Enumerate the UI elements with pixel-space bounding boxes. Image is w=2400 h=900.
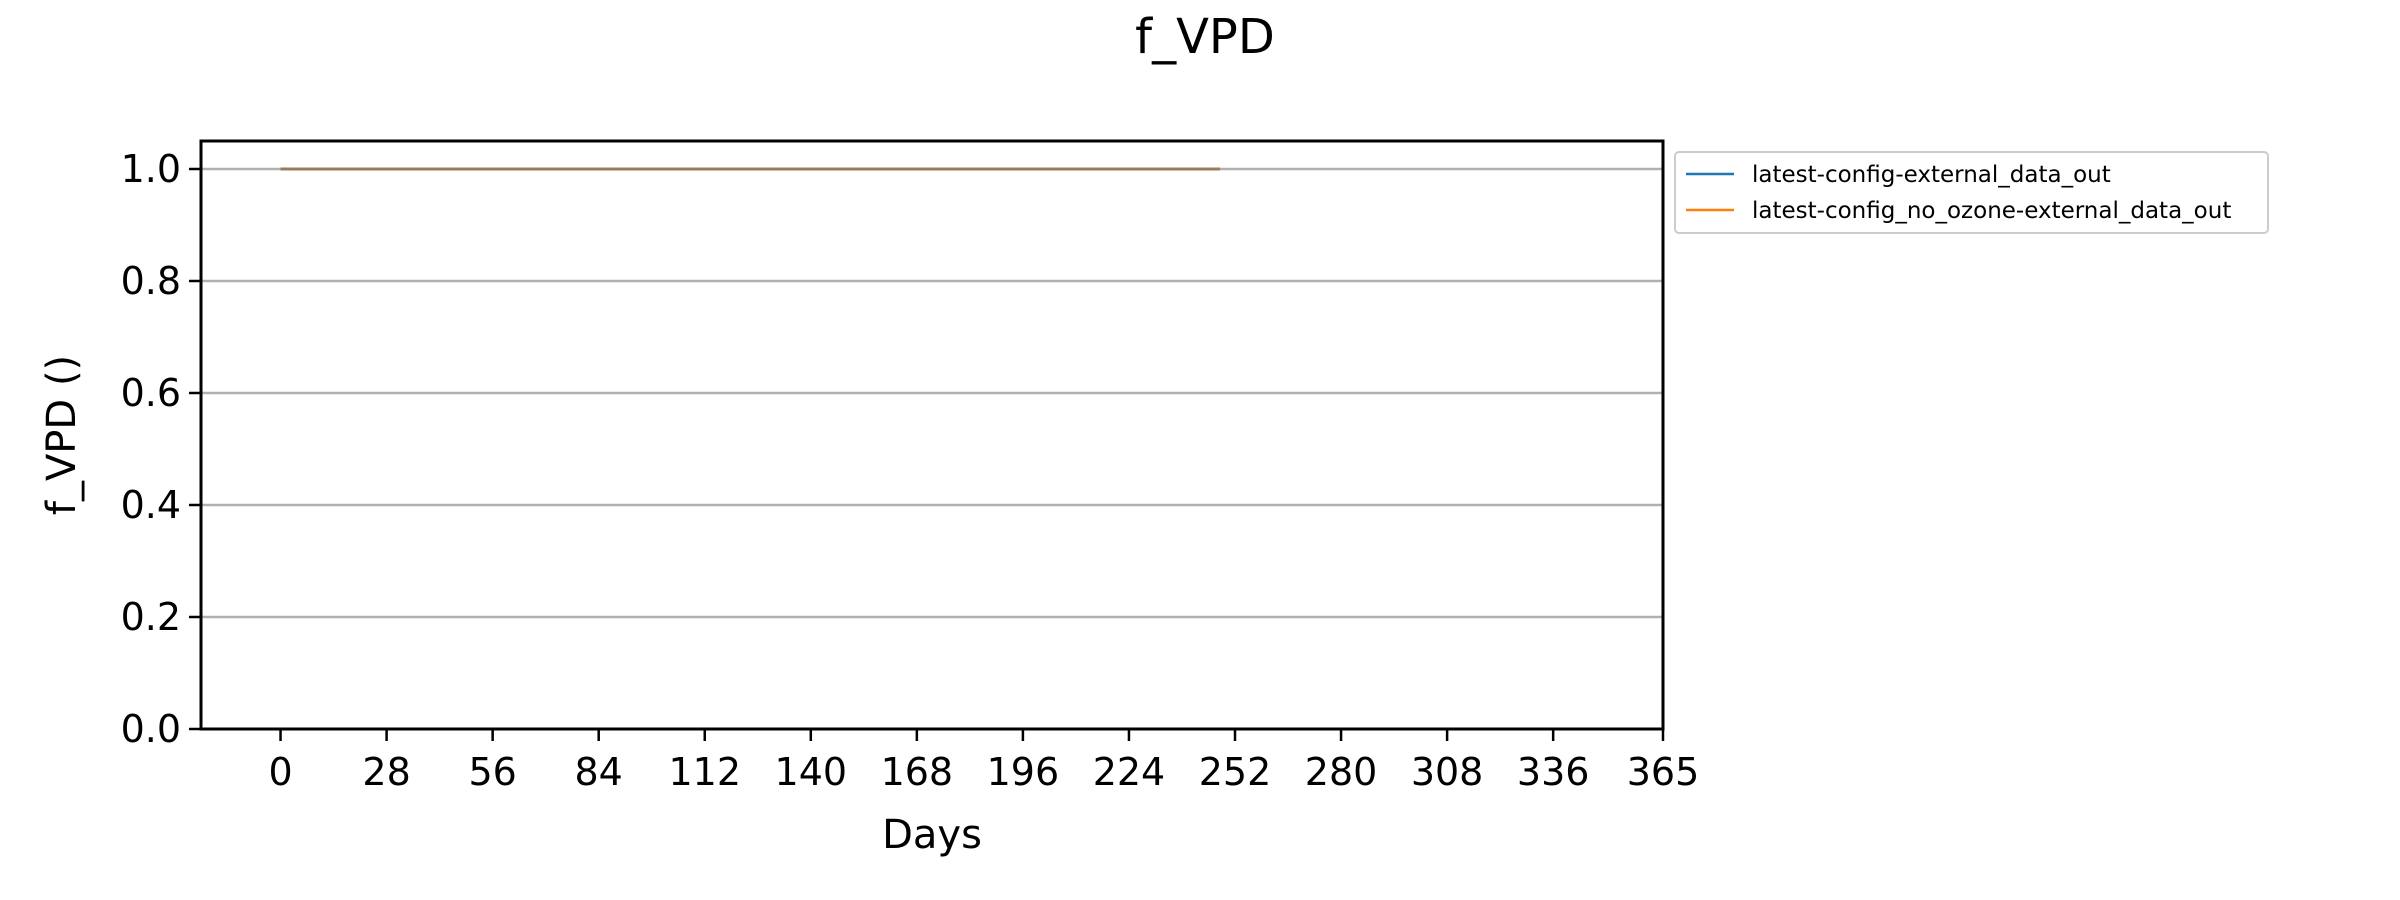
- y-tick-label-5: 1.0: [121, 147, 181, 191]
- y-tick-label-3: 0.6: [121, 371, 181, 415]
- grid-lines: [201, 167, 1663, 731]
- plot-frame: [199, 139, 1665, 731]
- y-tick-label-4: 0.8: [121, 259, 181, 303]
- x-tick-label-6: 168: [881, 750, 954, 794]
- x-tick-label-5: 140: [775, 750, 848, 794]
- legend-label-series-1: latest-config-external_data_out: [1752, 162, 2111, 188]
- x-axis-label: Days: [882, 812, 982, 858]
- x-tick-label-11: 308: [1411, 750, 1484, 794]
- y-tick-label-1: 0.2: [121, 595, 181, 639]
- legend-frame: [1674, 151, 2269, 234]
- x-tick-label-13: 365: [1627, 750, 1700, 794]
- chart-title: f_VPD: [1135, 9, 1275, 65]
- x-tick-label-4: 112: [668, 750, 741, 794]
- x-tick-label-9: 252: [1199, 750, 1272, 794]
- y-axis-label: f_VPD (): [39, 355, 85, 515]
- x-tick-label-1: 28: [362, 750, 410, 794]
- legend-label-series-2: latest-config_no_ozone-external_data_out: [1752, 198, 2231, 224]
- x-tick-label-12: 336: [1517, 750, 1590, 794]
- y-tick-label-0: 0.0: [121, 707, 181, 751]
- x-tick-label-3: 84: [575, 750, 623, 794]
- y-axis-ticks: 0.0 0.2 0.4 0.6 0.8 1.0: [121, 147, 201, 751]
- x-axis-ticks: 0 28 56 84 112 140 168 196 224 252 280 308 336 365: [268, 729, 1699, 794]
- x-tick-label-7: 196: [987, 750, 1060, 794]
- legend: latest-config-external_data_out latest-c…: [1674, 151, 2269, 234]
- x-tick-label-0: 0: [268, 750, 292, 794]
- x-tick-label-8: 224: [1093, 750, 1166, 794]
- x-tick-label-2: 56: [468, 750, 516, 794]
- y-tick-label-2: 0.4: [121, 483, 181, 527]
- x-tick-label-10: 280: [1305, 750, 1378, 794]
